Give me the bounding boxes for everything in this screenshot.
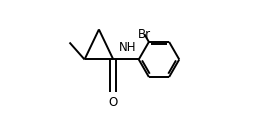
Text: NH: NH [119, 41, 136, 54]
Text: Br: Br [138, 27, 151, 41]
Text: O: O [109, 96, 118, 109]
